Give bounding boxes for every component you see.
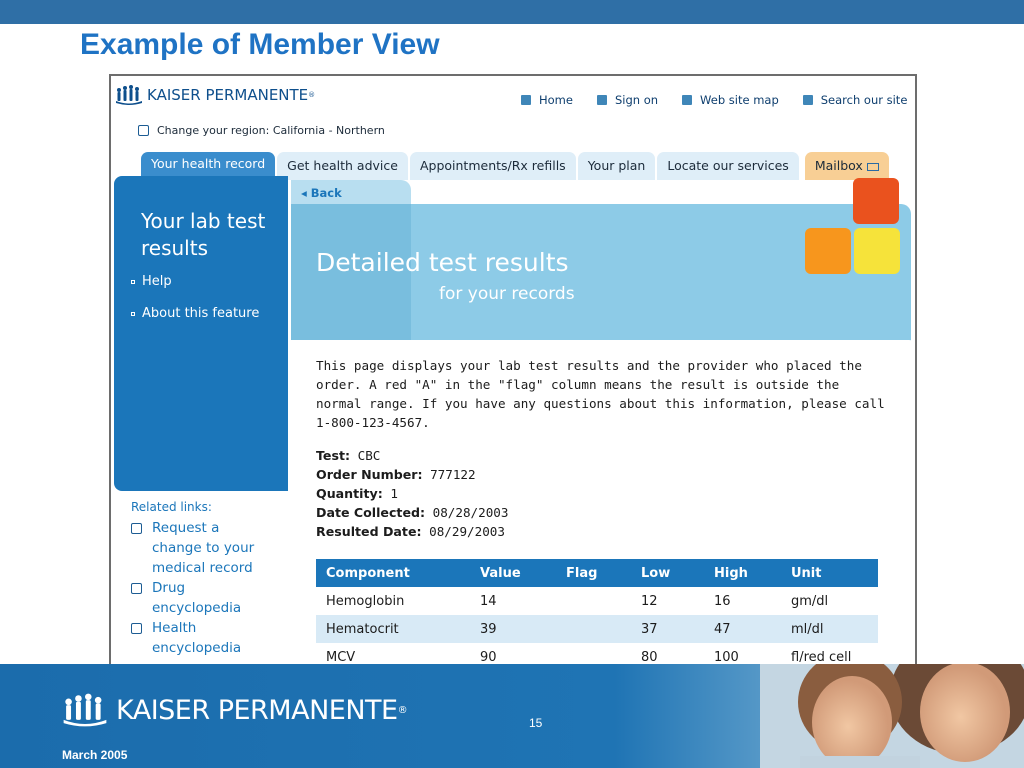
- site-map-bullet-icon: [682, 95, 693, 105]
- left-sidebar: Your lab test results Help About this fe…: [114, 176, 288, 491]
- main-tabs: Your health record Get health advice App…: [141, 152, 891, 180]
- change-region-link[interactable]: Change your region: California - Norther…: [138, 124, 385, 137]
- related-link-health-encyclopedia[interactable]: Health encyclopedia: [131, 618, 291, 658]
- sign-on-bullet-icon: [596, 95, 607, 105]
- related-link-drug-encyclopedia[interactable]: Drug encyclopedia: [131, 578, 291, 618]
- slide-date: March 2005: [62, 748, 128, 762]
- nav-sign-on[interactable]: Sign on: [596, 93, 658, 107]
- detail-date-collected: Date Collected: 08/28/2003: [316, 505, 509, 520]
- cell: gm/dl: [791, 593, 829, 609]
- page-number: 15: [529, 716, 543, 730]
- content-area: [291, 340, 915, 664]
- nav-search[interactable]: Search our site: [802, 93, 907, 107]
- cell: ml/dl: [781, 615, 878, 643]
- decor-amber-square: [805, 228, 851, 274]
- table-row: Hematocrit 39 37 47 ml/dl: [316, 615, 878, 643]
- home-bullet-icon: [521, 95, 531, 105]
- detail-resulted-date: Resulted Date: 08/29/2003: [316, 524, 505, 539]
- tab-locate-services[interactable]: Locate our services: [657, 152, 799, 180]
- kaiser-logo-text: KAISER PERMANENTE: [147, 86, 309, 104]
- detail-quantity: Quantity: 1: [316, 486, 398, 501]
- table-header-row: Component Value Flag Low High Unit: [316, 559, 878, 587]
- col-unit: Unit: [781, 559, 878, 587]
- cell: [556, 615, 631, 643]
- page-title: Detailed test results: [316, 248, 569, 277]
- col-component: Component: [316, 559, 470, 587]
- page-subtitle: for your records: [439, 284, 575, 304]
- nav-home[interactable]: Home: [521, 93, 573, 107]
- cell: Hemoglobin: [326, 593, 405, 609]
- request-checkbox-icon: [131, 523, 142, 534]
- cell: 90: [480, 649, 497, 665]
- cell: 39: [470, 615, 556, 643]
- kaiser-figures-icon: [116, 85, 142, 105]
- sidebar-link-about[interactable]: About this feature: [131, 306, 259, 321]
- search-bullet-icon: [802, 95, 813, 105]
- cell: Hematocrit: [316, 615, 470, 643]
- cell: 12: [641, 593, 658, 609]
- tab-your-health-record[interactable]: Your health record: [141, 152, 276, 176]
- col-value: Value: [470, 559, 556, 587]
- slide-footer: KAISER PERMANENTE ® 15 March 2005: [0, 664, 1024, 768]
- decor-yellow-square: [854, 228, 900, 274]
- intro-text: This page displays your lab test results…: [316, 358, 885, 430]
- related-links: Related links: Request a change to your …: [131, 500, 291, 658]
- decor-orange-square: [853, 178, 899, 224]
- related-links-title: Related links:: [131, 500, 212, 514]
- related-link-request-change[interactable]: Request a change to your medical record: [131, 518, 291, 578]
- cell: MCV: [326, 649, 356, 665]
- kaiser-figures-icon: [63, 693, 107, 727]
- detail-order-number: Order Number: 777122: [316, 467, 476, 482]
- region-label: Change your region: California - Norther…: [157, 124, 385, 137]
- slide-top-bar: [0, 0, 1024, 24]
- detail-test: Test: CBC: [316, 448, 381, 463]
- footer-brand: KAISER PERMANENTE: [116, 694, 398, 726]
- header-overlay: [291, 204, 411, 340]
- tab-appointments[interactable]: Appointments/Rx refills: [409, 152, 576, 180]
- tab-your-plan[interactable]: Your plan: [577, 152, 656, 180]
- help-bullet-icon: [131, 279, 135, 284]
- col-flag: Flag: [556, 559, 631, 587]
- about-bullet-icon: [131, 311, 135, 316]
- sidebar-title: Your lab test results: [141, 209, 266, 260]
- back-link[interactable]: ◂ Back: [301, 186, 342, 200]
- results-table: Component Value Flag Low High Unit Hemog…: [316, 559, 878, 665]
- cell: [556, 643, 631, 664]
- region-checkbox-icon: [138, 125, 149, 136]
- drug-checkbox-icon: [131, 583, 142, 594]
- slide-title: Example of Member View: [80, 28, 440, 61]
- col-high: High: [704, 559, 781, 587]
- website-screenshot: KAISER PERMANENTE ® Home Sign on Web site…: [109, 74, 917, 666]
- family-photo-image: [760, 664, 1024, 768]
- cell: [556, 587, 631, 615]
- top-navigation: Home Sign on Web site map Search our sit…: [521, 93, 907, 107]
- tab-mailbox[interactable]: Mailbox: [804, 152, 889, 180]
- table-row: MCV 90 80 100 fl/red cell: [316, 643, 878, 665]
- envelope-icon: [866, 162, 879, 171]
- cell: 80: [641, 649, 658, 665]
- health-checkbox-icon: [131, 623, 142, 634]
- cell: 37: [631, 615, 704, 643]
- cell: 100: [714, 649, 739, 665]
- kaiser-logo[interactable]: KAISER PERMANENTE ®: [115, 84, 315, 106]
- col-low: Low: [631, 559, 704, 587]
- cell: fl/red cell: [791, 649, 852, 665]
- cell: 16: [714, 593, 731, 609]
- table-row: Hemoglobin 14 12 16 gm/dl: [316, 587, 878, 615]
- footer-logo: KAISER PERMANENTE ®: [62, 690, 408, 730]
- nav-site-map[interactable]: Web site map: [682, 93, 779, 107]
- cell: 14: [480, 593, 497, 609]
- cell: 47: [704, 615, 781, 643]
- sidebar-link-help[interactable]: Help: [131, 274, 172, 289]
- test-details: Test: CBC Order Number: 777122 Quantity:…: [316, 446, 508, 541]
- tab-get-health-advice[interactable]: Get health advice: [277, 152, 408, 180]
